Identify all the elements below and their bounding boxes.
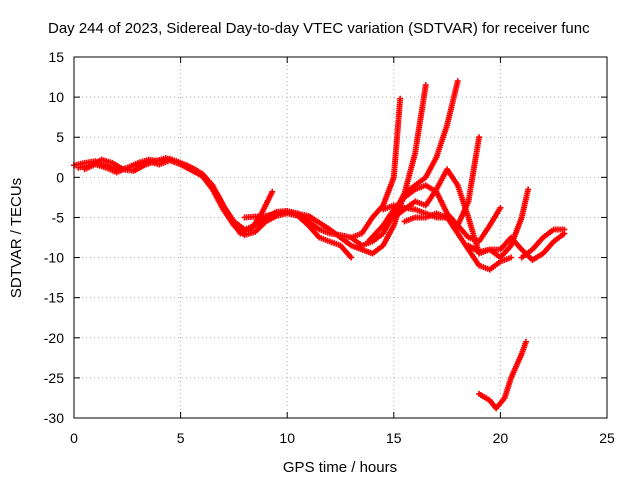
track-3-point [348,254,355,261]
track-5-point [454,78,461,85]
track-1-point [397,95,404,102]
x-tick-label: 10 [279,430,295,446]
x-tick-label: 5 [177,430,185,446]
track-11-point [561,226,568,233]
y-tick-label: -25 [44,370,64,386]
y-tick-label: -20 [44,330,64,346]
y-tick-label: -15 [44,290,64,306]
y-axis-label: SDTVAR / TECUs [8,178,25,298]
y-tick-label: 0 [56,169,64,185]
plot-frame [73,56,608,419]
chart-title: Day 244 of 2023, Sidereal Day-to-day VTE… [48,20,590,37]
x-axis-label: GPS time / hours [283,459,397,476]
track-2-point [269,188,276,195]
grid-lines [74,57,607,418]
track-12-point [522,338,529,345]
track-6-point [476,134,483,141]
x-tick-label: 15 [386,430,402,446]
track-8-point [525,186,532,193]
y-tick-label: 5 [56,129,64,145]
axis-ticks: 0 5 10 15 20 25 15 10 5 0 -5 -10 -15 -20 -25 -30 [44,49,615,446]
data-points [71,78,568,412]
track-9-point [508,254,515,261]
x-tick-label: 20 [493,430,509,446]
y-tick-label: 15 [48,49,64,65]
y-tick-label: -10 [44,250,64,266]
x-tick-label: 25 [599,430,615,446]
y-tick-label: -5 [52,209,65,225]
y-tick-label: -30 [44,410,64,426]
track-4-point [422,82,429,89]
track-7-point [497,204,504,211]
y-tick-label: 10 [48,89,64,105]
x-tick-label: 0 [70,430,78,446]
